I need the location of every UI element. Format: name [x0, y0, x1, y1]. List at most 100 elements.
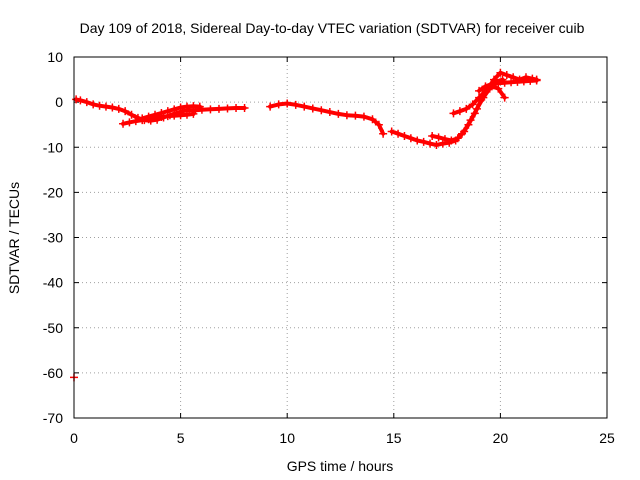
data-point — [131, 117, 140, 126]
data-point — [334, 109, 343, 118]
data-point — [114, 104, 123, 113]
plot-frame — [73, 56, 608, 419]
data-point — [440, 135, 449, 144]
data-point — [462, 104, 471, 113]
y-tick-label: 10 — [47, 49, 63, 65]
data-point — [240, 103, 249, 112]
data-point — [182, 110, 191, 119]
data-point — [342, 111, 351, 120]
data-point — [266, 102, 275, 111]
data-point — [419, 137, 428, 146]
x-tick-label: 10 — [279, 430, 295, 446]
data-point — [472, 104, 481, 113]
data-point — [428, 131, 437, 140]
data-point — [206, 105, 215, 114]
data-point — [394, 129, 403, 138]
data-point — [232, 103, 241, 112]
data-point — [89, 100, 98, 109]
data-point — [466, 116, 475, 125]
data-point — [214, 104, 223, 113]
data-point — [101, 102, 110, 111]
x-tick-label: 25 — [599, 430, 615, 446]
series-track-c — [138, 102, 204, 123]
series-track-a — [72, 95, 249, 125]
data-point — [195, 102, 204, 111]
data-point — [300, 102, 309, 111]
series-track-d — [266, 99, 388, 138]
y-axis-label: SDTVAR / TECUs — [6, 182, 22, 294]
x-axis-label: GPS time / hours — [287, 458, 394, 474]
data-point — [108, 103, 117, 112]
data-point — [500, 93, 509, 102]
data-point — [374, 120, 383, 129]
data-point — [125, 118, 134, 127]
data-point — [351, 111, 360, 120]
data-point — [468, 100, 477, 109]
data-point — [532, 76, 541, 85]
data-point — [317, 106, 326, 115]
series-track-h — [475, 76, 541, 95]
data-point — [325, 108, 334, 117]
series-track-g — [449, 82, 509, 118]
data-point — [368, 115, 377, 124]
y-tick-label: 0 — [55, 94, 63, 110]
y-tick-label: -60 — [43, 365, 63, 381]
data-point — [496, 68, 505, 77]
x-tick-label: 5 — [177, 430, 185, 446]
data-point — [509, 73, 518, 82]
data-point — [387, 127, 396, 136]
y-tick-label: -50 — [43, 320, 63, 336]
data-point — [447, 136, 456, 145]
y-tick-label: -70 — [43, 410, 63, 426]
x-tick-label: 15 — [386, 430, 402, 446]
data-point — [163, 107, 172, 116]
data-point — [438, 139, 447, 148]
data-point — [95, 101, 104, 110]
data-point — [475, 86, 484, 95]
data-point — [72, 95, 81, 104]
data-point — [413, 136, 422, 145]
x-tick-label: 20 — [493, 430, 509, 446]
data-point — [475, 93, 484, 102]
data-point — [189, 109, 198, 118]
plot-area — [70, 68, 541, 382]
data-point — [400, 131, 409, 140]
data-point — [170, 105, 179, 114]
data-point — [274, 100, 283, 109]
chart-title: Day 109 of 2018, Sidereal Day-to-day VTE… — [80, 20, 585, 36]
data-point — [223, 104, 232, 113]
data-point — [283, 99, 292, 108]
y-tick-label: -40 — [43, 275, 63, 291]
data-point — [449, 109, 458, 118]
data-point — [157, 108, 166, 117]
y-tick-label: -30 — [43, 230, 63, 246]
data-point — [119, 119, 128, 128]
data-point — [291, 100, 300, 109]
data-point — [460, 127, 469, 136]
y-tick-label: -20 — [43, 184, 63, 200]
grid — [74, 57, 607, 418]
x-tick-label: 0 — [70, 430, 78, 446]
data-point — [406, 134, 415, 143]
data-point — [453, 134, 462, 143]
y-tick-label: -10 — [43, 139, 63, 155]
data-point — [487, 80, 496, 89]
data-point — [308, 104, 317, 113]
data-point — [82, 98, 91, 107]
data-point — [138, 114, 147, 123]
data-point — [176, 103, 185, 112]
data-point — [426, 139, 435, 148]
data-point — [359, 112, 368, 121]
data-point — [151, 110, 160, 119]
data-point — [434, 133, 443, 142]
axis-ticks: 0 5 10 15 20 25 10 0 -10 -20 -30 -40 -50 -60 -70 — [43, 49, 615, 446]
data-point — [144, 112, 153, 121]
data-point — [76, 96, 85, 105]
data-point — [432, 140, 441, 149]
data-point — [455, 107, 464, 116]
data-point — [502, 71, 511, 80]
data-point — [121, 107, 130, 116]
data-point — [379, 129, 388, 138]
data-point — [481, 82, 490, 91]
